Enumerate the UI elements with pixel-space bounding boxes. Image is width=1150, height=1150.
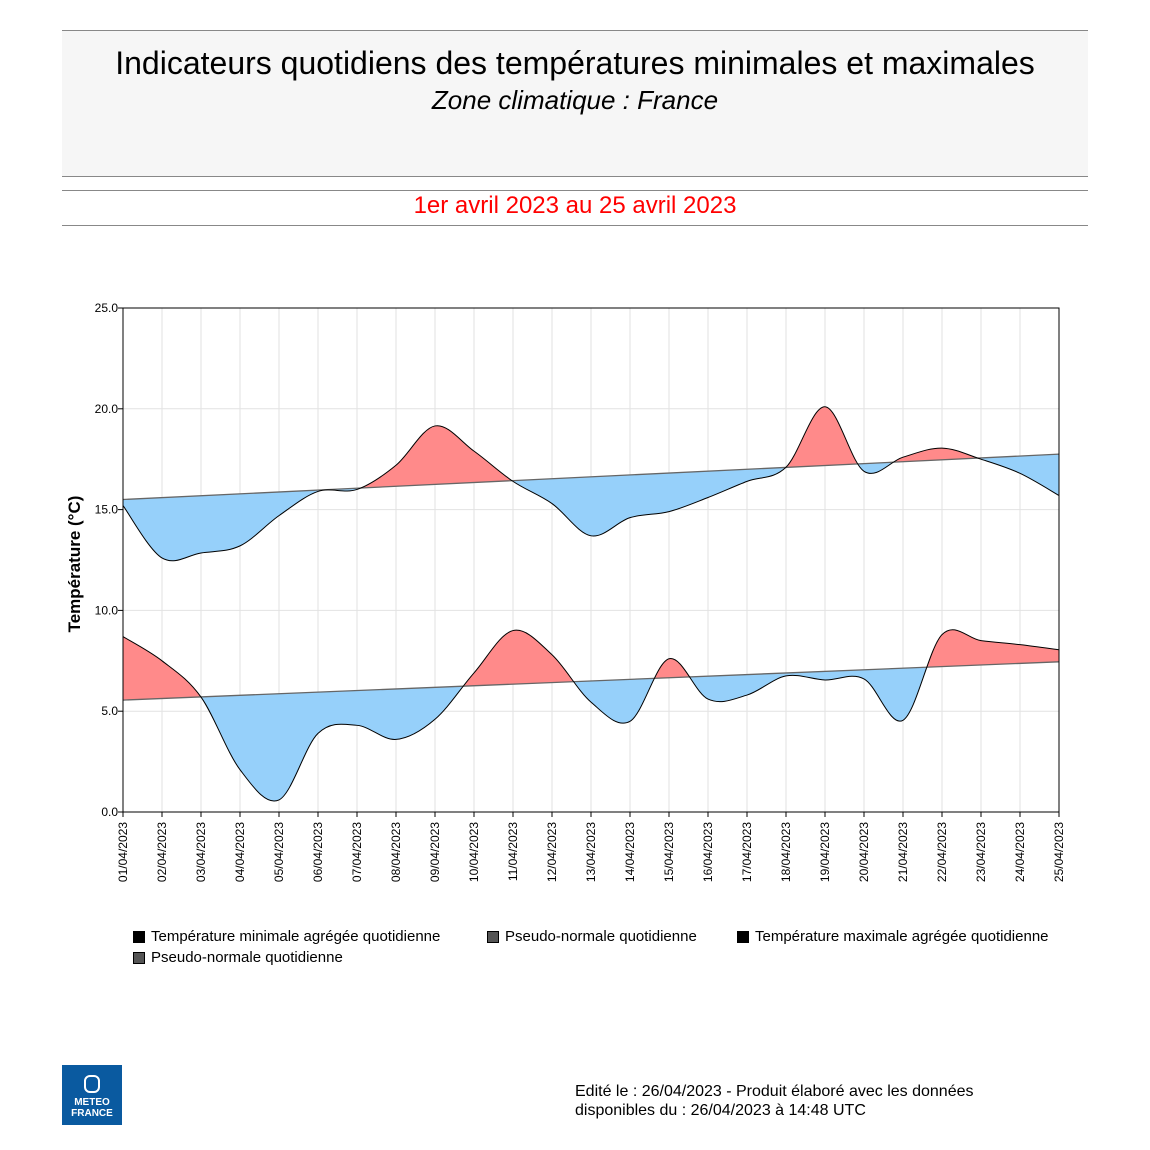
- min-temperature-line: [122, 629, 1060, 802]
- temperature-chart: 0.0 5.0 10.0 15.0 20.0 25.0 01/04/2023 02/04/20…: [65, 301, 1066, 882]
- logo-text: METEO: [74, 1097, 110, 1108]
- x-tick-label: 09/04/2023: [428, 822, 442, 882]
- pseudo-normal-line: [122, 453, 1060, 501]
- x-tick-label: 15/04/2023: [662, 822, 676, 882]
- y-tick-label: 15.0: [95, 503, 119, 517]
- x-tick-label: 21/04/2023: [896, 822, 910, 882]
- legend-swatch: [737, 930, 749, 943]
- chart-subtitle: Zone climatique : France: [431, 85, 719, 115]
- x-tick-label: 23/04/2023: [974, 822, 988, 882]
- y-axis-label: Température (°C): [65, 496, 84, 633]
- legend-label: Température maximale agrégée quotidienne: [755, 928, 1049, 945]
- x-tick-label: 13/04/2023: [584, 822, 598, 882]
- below-normal-area: [123, 661, 1059, 802]
- x-tick-label: 16/04/2023: [701, 822, 715, 882]
- pseudo-normal-line: [122, 661, 1060, 701]
- x-tick-label: 17/04/2023: [740, 822, 754, 882]
- legend-item-normal-min: Pseudo-normale quotidienne: [487, 928, 697, 945]
- x-tick-label: 01/04/2023: [116, 822, 130, 882]
- x-tick-label: 06/04/2023: [311, 822, 325, 882]
- meteo-france-logo: METEO FRANCE: [62, 1065, 122, 1125]
- x-tick-label: 24/04/2023: [1013, 822, 1027, 882]
- legend-label: Température minimale agrégée quotidienne: [151, 928, 441, 945]
- legend-label: Pseudo-normale quotidienne: [151, 949, 343, 966]
- footer-line: Edité le : 26/04/2023 - Produit élaboré …: [575, 1083, 974, 1100]
- x-tick-label: 02/04/2023: [155, 822, 169, 882]
- legend-swatch: [133, 930, 145, 943]
- x-tick-label: 07/04/2023: [350, 822, 364, 882]
- header-box: Indicateurs quotidiens des températures …: [62, 30, 1088, 177]
- x-tick-label: 10/04/2023: [467, 822, 481, 882]
- legend-swatch: [487, 930, 499, 943]
- x-tick-label: 03/04/2023: [194, 822, 208, 882]
- y-tick-label: 0.0: [101, 805, 118, 819]
- period-box: 1er avril 2023 au 25 avril 2023: [62, 190, 1088, 226]
- x-tick-label: 04/04/2023: [233, 822, 247, 882]
- legend-item-min: Température minimale agrégée quotidienne: [133, 928, 440, 945]
- y-tick-label: 20.0: [95, 402, 119, 416]
- footer-line: disponibles du : 26/04/2023 à 14:48 UTC: [575, 1102, 866, 1119]
- y-tick-label: 5.0: [101, 704, 118, 718]
- max-temperature-line: [122, 406, 1060, 562]
- x-tick-label: 08/04/2023: [389, 822, 403, 882]
- logo-text: FRANCE: [71, 1108, 113, 1119]
- footer-note: Edité le : 26/04/2023 - Produit élaboré …: [575, 1082, 974, 1120]
- x-tick-label: 05/04/2023: [272, 822, 286, 882]
- legend-item-normal-max: Pseudo-normale quotidienne: [133, 949, 343, 966]
- y-tick-label: 10.0: [95, 603, 119, 617]
- logo-emblem-icon: [84, 1075, 100, 1093]
- x-tick-label: 25/04/2023: [1052, 822, 1066, 882]
- x-tick-label: 22/04/2023: [935, 822, 949, 882]
- chart-title: Indicateurs quotidiens des températures …: [115, 45, 1035, 81]
- legend-swatch: [133, 951, 145, 964]
- x-tick-label: 20/04/2023: [857, 822, 871, 882]
- legend-item-max: Température maximale agrégée quotidienne: [737, 928, 1049, 945]
- x-tick-label: 12/04/2023: [545, 822, 559, 882]
- x-tick-label: 18/04/2023: [779, 822, 793, 882]
- period-label: 1er avril 2023 au 25 avril 2023: [413, 192, 737, 219]
- x-tick-label: 14/04/2023: [623, 822, 637, 882]
- below-normal-area: [123, 454, 1059, 561]
- x-tick-label: 19/04/2023: [818, 822, 832, 882]
- y-tick-label: 25.0: [95, 301, 119, 315]
- x-tick-label: 11/04/2023: [506, 822, 520, 881]
- legend-label: Pseudo-normale quotidienne: [505, 928, 697, 945]
